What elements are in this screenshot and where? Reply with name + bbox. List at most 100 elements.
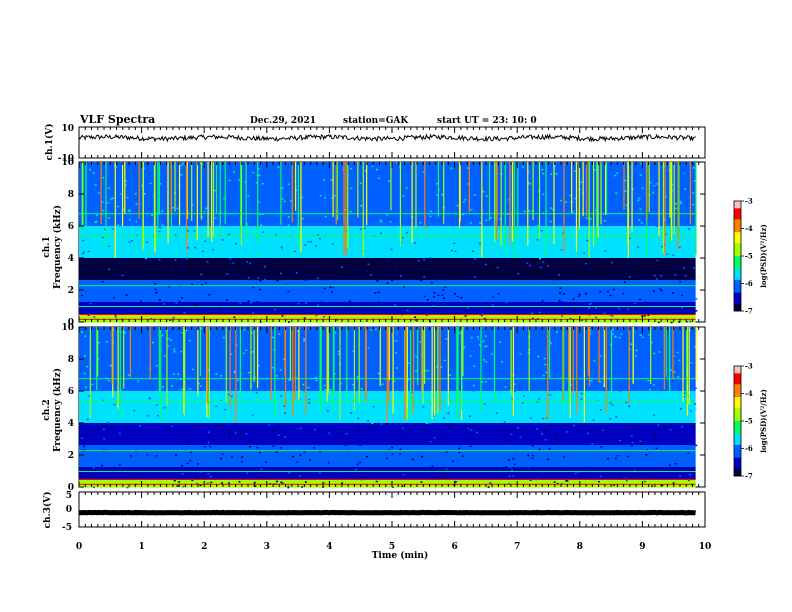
spectrogram-sferic (166, 327, 168, 406)
spectrogram-pixel (429, 320, 432, 323)
spectrogram-pixel (470, 336, 473, 339)
spectrogram-pixel (614, 362, 617, 365)
spectrogram-pixel (195, 477, 198, 480)
spectrogram-pixel (276, 249, 279, 252)
colorbar-step (734, 213, 741, 217)
spectrogram-pixel (288, 321, 291, 323)
spectrogram-pixel (274, 212, 277, 214)
spectrogram-pixel (579, 199, 582, 202)
spectrogram-band (79, 178, 696, 181)
spectrogram-pixel (578, 410, 581, 412)
spectrogram-pixel (620, 270, 623, 272)
spectrogram-pixel (503, 421, 506, 423)
spectrogram-pixel (153, 352, 156, 354)
spectrogram-pixel (478, 457, 481, 460)
spectrogram-pixel (80, 294, 83, 297)
spectrogram-pixel (292, 455, 295, 458)
spectrogram-pixel (647, 379, 650, 382)
spectrogram-pixel (660, 274, 663, 277)
spectrogram-pixel (186, 441, 189, 444)
spectrogram-pixel (600, 429, 603, 431)
spectrogram-pixel (118, 432, 121, 435)
spectrogram-pixel (280, 374, 283, 377)
spectrogram-pixel (527, 283, 530, 286)
spectrogram-pixel (367, 263, 370, 266)
spectrogram-pixel (277, 166, 280, 169)
spectrogram-pixel (546, 458, 549, 461)
spectrogram-pixel (203, 170, 206, 173)
spectrogram-pixel (90, 469, 93, 472)
spectrogram-pixel (163, 303, 166, 305)
spectrogram-pixel (531, 445, 534, 447)
colorbar-step (734, 459, 741, 462)
time-tick-label: 5 (389, 542, 395, 552)
spectrogram-pixel (395, 335, 398, 337)
spectrogram-pixel (530, 312, 533, 314)
spectrogram-pixel (468, 259, 471, 262)
spectrogram-pixel (93, 486, 96, 489)
spectrogram-sferic (96, 327, 98, 391)
spectrogram-pixel (447, 412, 450, 415)
spectrogram-pixel (279, 272, 282, 275)
spectrogram-pixel (239, 302, 242, 304)
spectrogram-pixel (206, 445, 209, 447)
spectrogram-pixel (141, 414, 144, 417)
colorbar-step (734, 419, 741, 422)
spectrogram-pixel (611, 272, 614, 275)
spectrogram-pixel (663, 427, 666, 429)
spectrogram-pixel (277, 474, 280, 477)
spectrogram-pixel (498, 263, 501, 266)
spectrogram-pixel (685, 472, 688, 475)
spectrogram-band (79, 256, 696, 259)
spectrogram-pixel (661, 246, 664, 248)
spectrogram-pixel (333, 373, 336, 375)
spectrogram-sferic (305, 327, 307, 415)
spectrogram-pixel (581, 319, 584, 321)
spectrogram-pixel (123, 332, 126, 334)
spectrogram-pixel (217, 294, 220, 296)
colorbar-tick-label: -6 (745, 444, 753, 453)
spectrogram-pixel (515, 466, 518, 468)
spectrogram-pixel (575, 340, 578, 342)
spectrogram-band (79, 455, 696, 458)
spectrogram-pixel (678, 246, 681, 249)
spectrogram-pixel (427, 369, 430, 372)
spectrogram-pixel (233, 188, 236, 191)
ch1-channel-label: ch.1 (42, 236, 52, 257)
spectrogram-pixel (603, 312, 606, 315)
spectrogram-band (79, 272, 696, 275)
spectrogram-pixel (326, 309, 329, 312)
spectrogram-pixel (331, 286, 334, 289)
spectrogram-pixel (160, 423, 163, 426)
spectrogram-pixel (462, 201, 465, 203)
spectrogram-band (79, 220, 696, 223)
spectrogram-pixel (692, 423, 695, 425)
spectrogram-pixel (185, 257, 188, 260)
spectrogram-pixel (158, 230, 161, 233)
spectrogram-pixel (81, 240, 84, 243)
spectrogram-sferic (300, 162, 302, 252)
spectrogram-pixel (597, 480, 600, 483)
spectrogram-pixel (349, 287, 352, 290)
colorbar-step (734, 204, 741, 207)
spectrogram-pixel (653, 414, 656, 417)
spectrogram-pixel (633, 470, 636, 472)
spectrogram-sferic (235, 327, 237, 423)
spectrogram-pixel (94, 469, 97, 472)
spectrogram-sferic (458, 162, 461, 228)
spectrogram-pixel (456, 295, 459, 298)
spectrogram-pixel (371, 165, 374, 167)
colorbar-tick-label: -4 (745, 389, 753, 398)
spectrogram-pixel (81, 273, 84, 275)
spectrogram-pixel (574, 170, 577, 172)
spectrogram-pixel (640, 233, 643, 236)
colorbar-step (734, 406, 741, 409)
spectrogram-pixel (516, 286, 519, 288)
spectrogram-pixel (101, 236, 104, 239)
spectrogram-sferic (650, 327, 652, 385)
spectrogram-pixel (660, 378, 663, 381)
spectrogram-pixel (439, 473, 442, 475)
spectrogram-pixel (493, 309, 496, 311)
spectrogram-pixel (387, 219, 390, 221)
spectrogram-pixel (128, 241, 131, 243)
